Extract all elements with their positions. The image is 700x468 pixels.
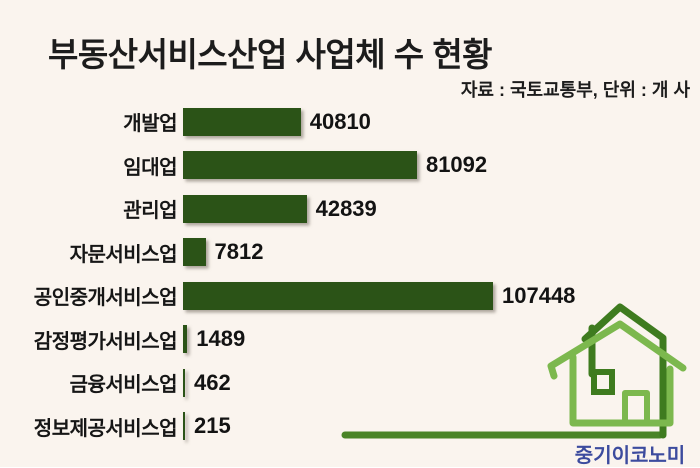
chart-title: 부동산서비스산업 사업체 수 현황 (48, 36, 493, 73)
category-label: 관리업 (123, 200, 177, 223)
bar (183, 151, 417, 180)
chart-row: 정보제공서비스업 215 (0, 405, 700, 449)
chart-row: 자문서비스업 7812 (0, 231, 700, 275)
bar (183, 194, 307, 223)
bar-chart: 개발업 40810 임대업 81092 관리업 42839 자문서비스업 7812 공인중개서비… (0, 100, 700, 448)
chart-row: 감정평가서비스업 1489 (0, 318, 700, 362)
chart-row: 공인중개서비스업 107448 (0, 274, 700, 318)
bar (183, 412, 185, 441)
value-label: 42839 (315, 195, 377, 221)
value-label: 462 (194, 369, 231, 395)
logo-house-icon (341, 303, 687, 439)
category-label: 금융서비스업 (69, 374, 178, 397)
source-note: 자료 : 국토교통부, 단위 : 개 사 (460, 80, 690, 100)
logo-text: 중기이코노미 (574, 445, 686, 467)
bar (183, 281, 493, 310)
value-label: 1489 (196, 326, 246, 352)
category-label: 감정평가서비스업 (33, 330, 178, 353)
category-label: 정보제공서비스업 (33, 417, 178, 440)
category-label: 개발업 (123, 113, 177, 136)
chart-row: 관리업 42839 (0, 187, 700, 231)
category-label: 임대업 (123, 156, 177, 179)
chart-row: 임대업 81092 (0, 144, 700, 188)
value-label: 215 (194, 413, 231, 439)
category-label: 자문서비스업 (69, 243, 178, 266)
bar (183, 368, 185, 397)
category-label: 공인중개서비스업 (33, 287, 178, 310)
bar (183, 238, 206, 267)
value-label: 107448 (502, 282, 576, 308)
value-label: 40810 (309, 108, 371, 134)
chart-row: 개발업 40810 (0, 100, 700, 144)
bar (183, 325, 188, 354)
value-label: 81092 (425, 152, 488, 178)
chart-row: 금융서비스업 462 (0, 361, 700, 405)
value-label: 7812 (214, 239, 264, 265)
bar (183, 107, 301, 136)
